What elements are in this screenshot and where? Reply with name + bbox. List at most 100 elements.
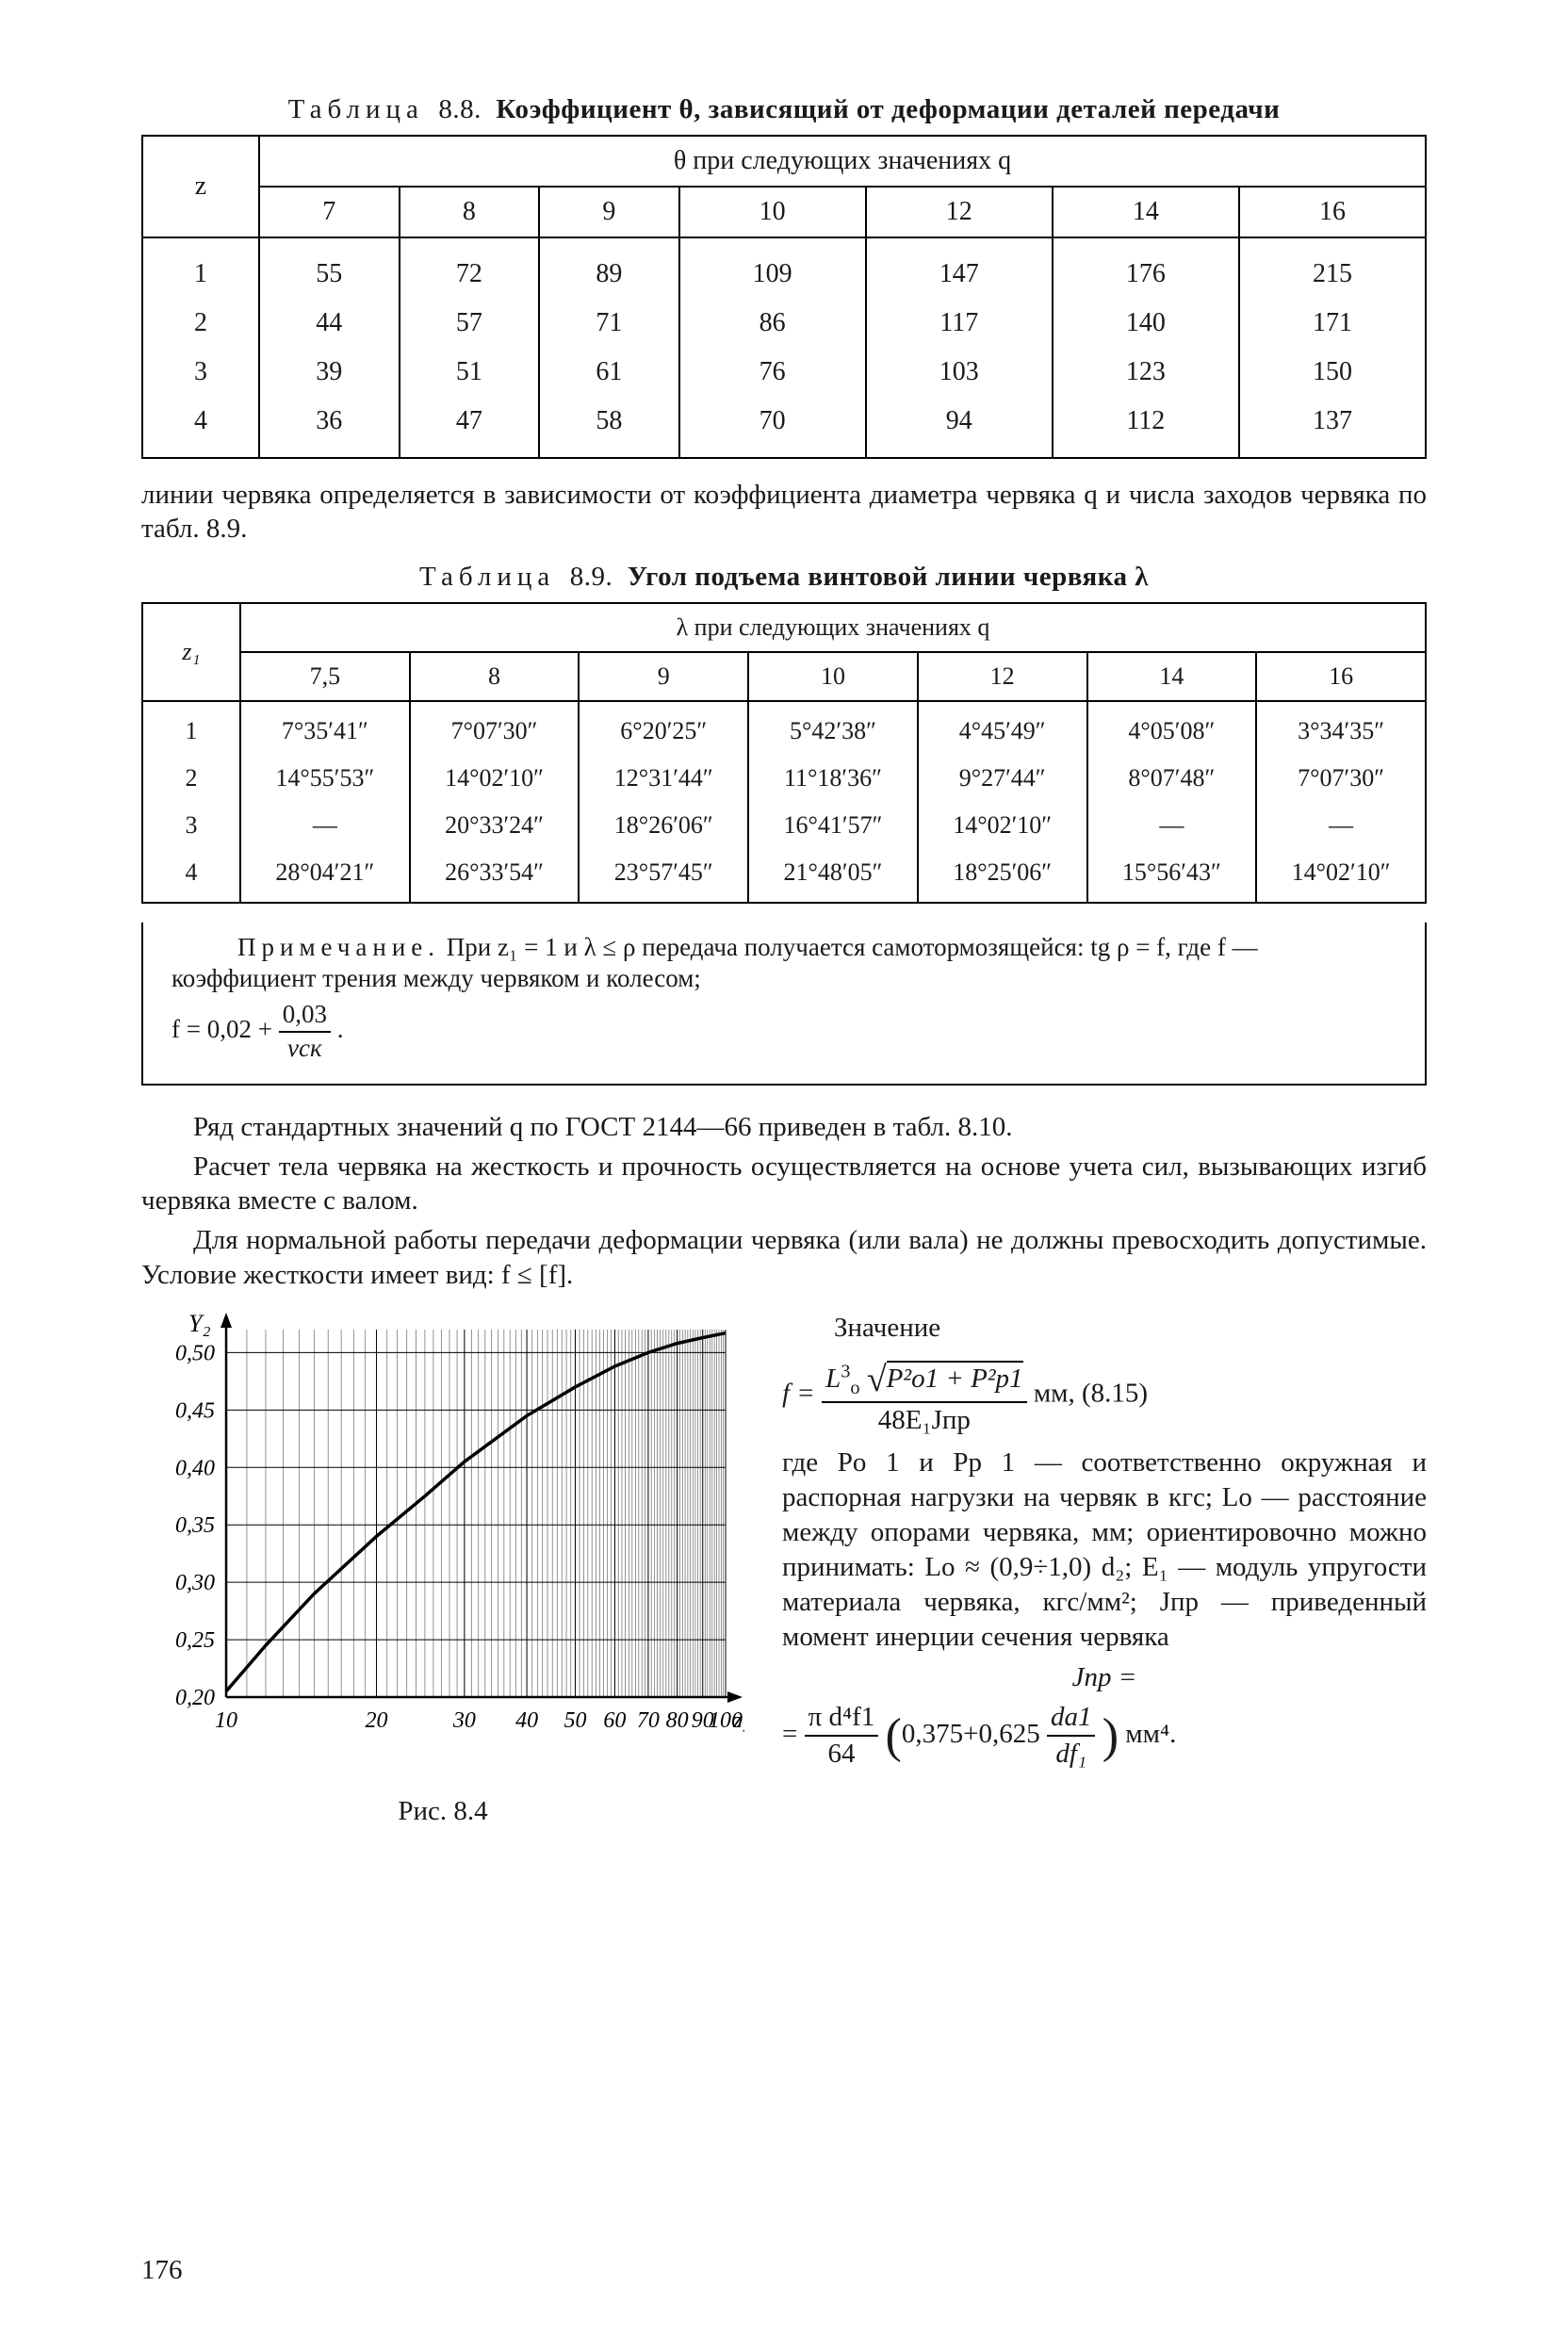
table-cell: 117 (866, 299, 1053, 348)
page-number: 176 (141, 2255, 183, 2286)
svg-text:20: 20 (366, 1708, 388, 1733)
note-eq-lhs: f = 0,02 + (172, 1015, 279, 1043)
table-cell: 137 (1239, 397, 1426, 458)
para-1: линии червяка определяется в зависимости… (141, 478, 1427, 547)
eq2-paren: 0,375+0,625 (902, 1719, 1047, 1749)
table-cell: 4°05′08″ (1087, 701, 1257, 755)
figure-caption: Рис. 8.4 (141, 1796, 744, 1827)
para-4: Для нормальной работы передачи деформаци… (141, 1223, 1427, 1292)
col-header: 9 (579, 652, 748, 701)
table-cell: 6°20′25″ (579, 701, 748, 755)
table-cell: 18°25′06″ (918, 849, 1087, 903)
table-cell: 20°33′24″ (410, 802, 580, 849)
svg-text:80: 80 (666, 1708, 689, 1733)
rhs-heading: Значение (782, 1311, 1427, 1346)
table-row-header: 4 (142, 397, 259, 458)
note-label: Примечание. (237, 933, 440, 961)
table-cell: 4°45′49″ (918, 701, 1087, 755)
svg-text:0,45: 0,45 (175, 1398, 215, 1423)
table-cell: 123 (1053, 348, 1239, 397)
table-cell: 7°07′30″ (410, 701, 580, 755)
table-cell: 3°34′35″ (1256, 701, 1426, 755)
eq-den: 48E₁Jпр (822, 1403, 1026, 1438)
table-row-header: 2 (142, 299, 259, 348)
row-header: z₁ (142, 603, 240, 701)
table-cell: — (1256, 802, 1426, 849)
table-row-header: 3 (142, 348, 259, 397)
table-cell: 26°33′54″ (410, 849, 580, 903)
table-cell: 28°04′21″ (240, 849, 410, 903)
table89-caption: Таблица 8.9. Угол подъема винтовой линии… (141, 562, 1427, 593)
frac-den: vск (279, 1033, 331, 1065)
table-cell: 176 (1053, 237, 1239, 299)
table-cell: 72 (400, 237, 540, 299)
table-cell: 215 (1239, 237, 1426, 299)
table-cell: 16°41′57″ (748, 802, 918, 849)
table-cell: 112 (1053, 397, 1239, 458)
eq2-num: π d⁴f1 (805, 1700, 879, 1737)
rhs-body: где Pо 1 и Pр 1 — соответственно окружна… (782, 1446, 1427, 1656)
table-cell: 47 (400, 397, 540, 458)
table-cell: 103 (866, 348, 1053, 397)
table-cell: 89 (539, 237, 679, 299)
caption-prefix: Таблица (288, 94, 424, 124)
table-cell: 23°57′45″ (579, 849, 748, 903)
table-cell: 8°07′48″ (1087, 755, 1257, 802)
eq2-tail: мм⁴. (1125, 1719, 1176, 1749)
table88-caption: Таблица 8.8. Коэффициент θ, зависящий от… (141, 94, 1427, 125)
table-cell: 55 (259, 237, 400, 299)
table-cell: 39 (259, 348, 400, 397)
table-cell: — (1087, 802, 1257, 849)
table-row-header: 1 (142, 701, 240, 755)
table-cell: 70 (679, 397, 866, 458)
para-2: Ряд стандартных значений q по ГОСТ 2144—… (141, 1110, 1427, 1144)
para-3: Расчет тела червяка на жесткость и прочн… (141, 1150, 1427, 1218)
svg-text:0,50: 0,50 (175, 1341, 215, 1365)
header-span: θ при следующих значениях q (259, 136, 1426, 187)
table-cell: 147 (866, 237, 1053, 299)
row-header-text: z₁ (182, 638, 200, 665)
col-header: 14 (1087, 652, 1257, 701)
svg-text:30: 30 (452, 1708, 476, 1733)
svg-text:0,20: 0,20 (175, 1686, 215, 1710)
table-cell: 140 (1053, 299, 1239, 348)
table-cell: 14°55′53″ (240, 755, 410, 802)
col-header: 14 (1053, 187, 1239, 237)
table-cell: 5°42′38″ (748, 701, 918, 755)
col-header: 7,5 (240, 652, 410, 701)
table-row-header: 2 (142, 755, 240, 802)
eq-lhs: f = (782, 1378, 822, 1408)
table-cell: 9°27′44″ (918, 755, 1087, 802)
table-cell: 14°02′10″ (1256, 849, 1426, 903)
caption-num: 8.8. (438, 94, 482, 124)
table-row-header: 4 (142, 849, 240, 903)
table-cell: 21°48′05″ (748, 849, 918, 903)
table-cell: 76 (679, 348, 866, 397)
svg-text:70: 70 (637, 1708, 660, 1733)
col-header: 8 (410, 652, 580, 701)
figure-8-4: 0,500,450,400,350,300,250,20102030405060… (141, 1311, 744, 1827)
chart-svg: 0,500,450,400,350,300,250,20102030405060… (141, 1311, 744, 1763)
note-eq-frac: 0,03 vск (279, 999, 331, 1065)
frac-num: 0,03 (279, 999, 331, 1033)
table-cell: 71 (539, 299, 679, 348)
table-8-8: z θ при следующих значениях q 7891012141… (141, 135, 1427, 459)
caption-prefix: Таблица (419, 562, 555, 592)
svg-text:0,25: 0,25 (175, 1628, 215, 1653)
equation-8-15: f = L3о √P²о1 + P²р1 48E₁Jпр мм, (8.15) (782, 1353, 1427, 1438)
svg-text:40: 40 (515, 1708, 538, 1733)
table-cell: 109 (679, 237, 866, 299)
equation-jpr: = π d⁴f1 64 (0,375+0,625 da1 df₁ ) мм⁴. (782, 1696, 1427, 1772)
equation-jpr-lhs: Jпр = (782, 1660, 1427, 1695)
table-cell: 7°07′30″ (1256, 755, 1426, 802)
eq2-inner-num: da1 (1047, 1700, 1096, 1737)
table-cell: 7°35′41″ (240, 701, 410, 755)
table-row-header: 1 (142, 237, 259, 299)
table-8-9: z₁ λ при следующих значениях q 7,5891012… (141, 602, 1427, 904)
table-cell: 14°02′10″ (410, 755, 580, 802)
svg-text:0,30: 0,30 (175, 1571, 215, 1595)
col-header: 16 (1256, 652, 1426, 701)
col-header: 8 (400, 187, 540, 237)
svg-text:z₂: z₂ (732, 1708, 744, 1733)
table89-note: Примечание. При z₁ = 1 и λ ≤ ρ передача … (141, 923, 1427, 1086)
